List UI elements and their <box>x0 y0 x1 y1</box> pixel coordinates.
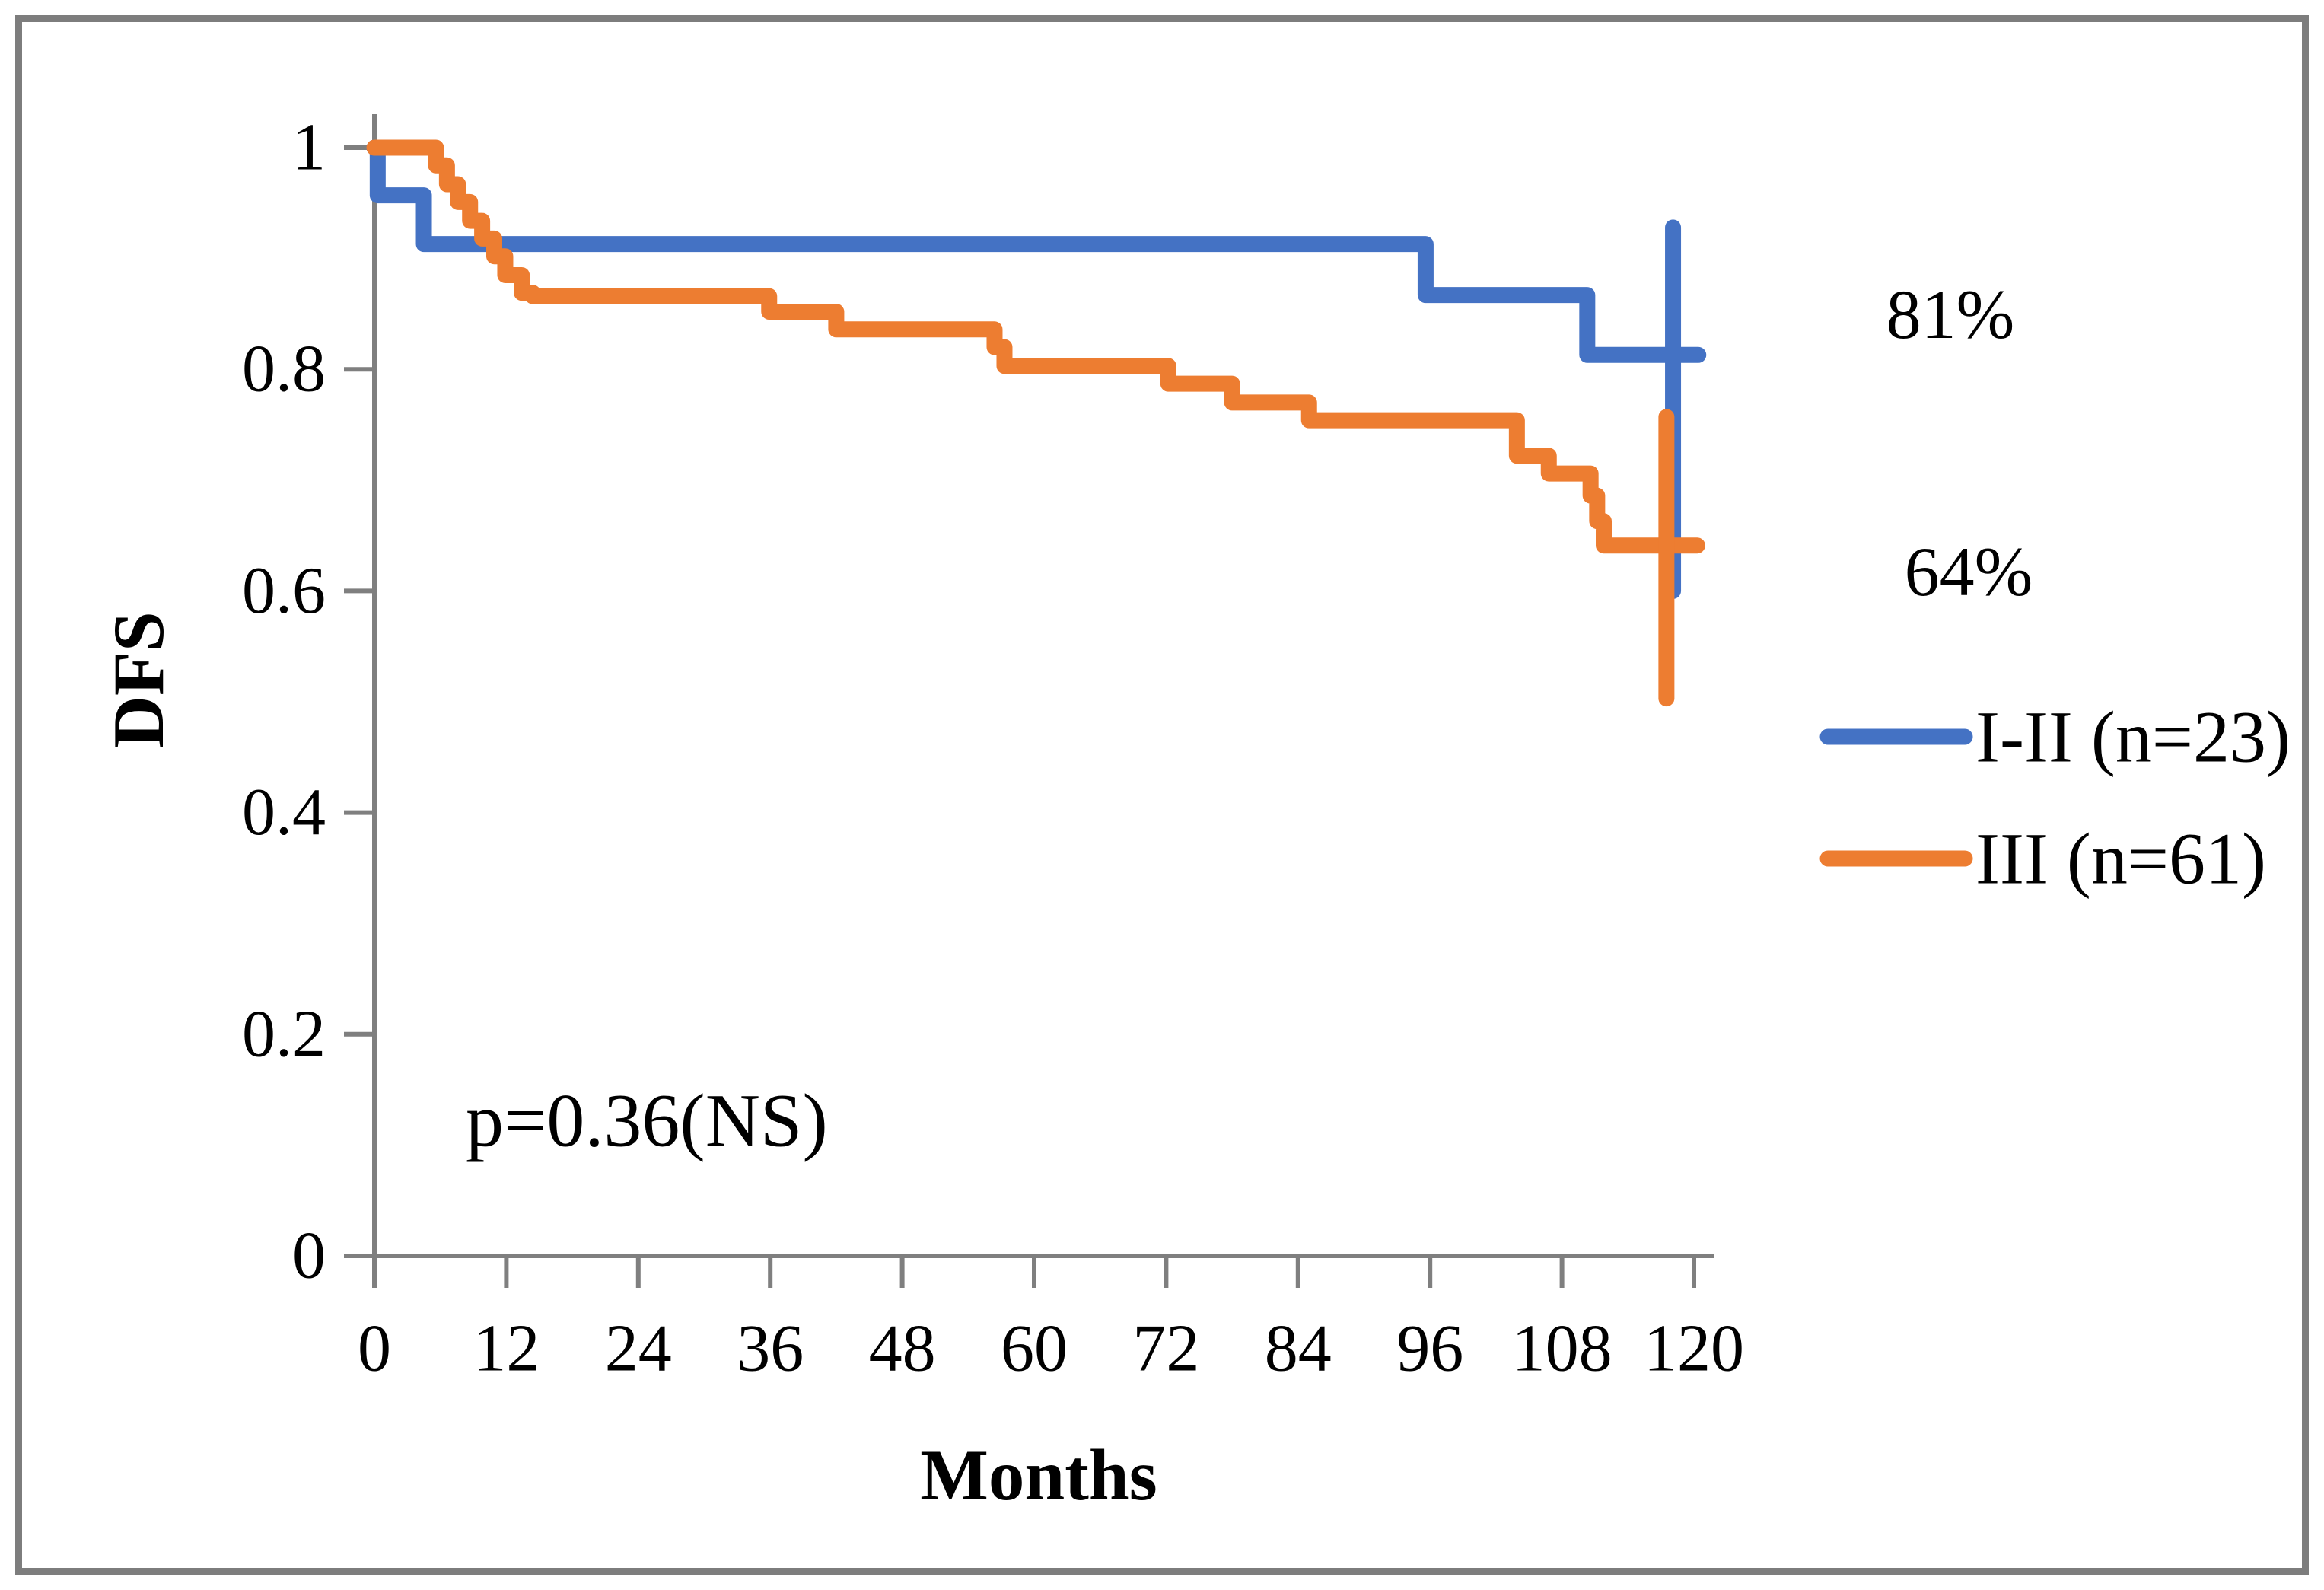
x-tick-label: 60 <box>1001 1312 1068 1386</box>
legend-label-iii: III (n=61) <box>1975 818 2266 900</box>
x-tick-label: 12 <box>473 1312 540 1386</box>
x-tick-label: 0 <box>358 1312 391 1386</box>
figure-border <box>15 15 2309 1575</box>
x-tick-label: 120 <box>1644 1312 1744 1386</box>
x-tick-label: 24 <box>605 1312 672 1386</box>
series-line-iii <box>366 139 1705 554</box>
y-tick-label: 0.2 <box>242 997 326 1071</box>
y-axis-title: DFS <box>98 611 179 747</box>
series-line-i-ii <box>366 139 1707 363</box>
x-tick-label: 72 <box>1132 1312 1199 1386</box>
blue-final-percent-label: 81% <box>1886 276 2015 353</box>
y-tick-label: 0.8 <box>242 333 326 406</box>
x-axis-title: Months <box>920 1435 1157 1515</box>
legend: I-II (n=23) III (n=61) <box>1819 696 2291 900</box>
x-tick-label: 96 <box>1396 1312 1463 1386</box>
x-tick-label: 36 <box>737 1312 804 1386</box>
x-tick-label: 108 <box>1512 1312 1612 1386</box>
x-tick-label: 84 <box>1265 1312 1332 1386</box>
legend-label-i-ii: I-II (n=23) <box>1975 696 2291 778</box>
orange-final-percent-label: 64% <box>1905 533 2033 610</box>
x-tick-label: 48 <box>869 1312 936 1386</box>
y-tick-label: 0.6 <box>242 554 326 628</box>
series-curves <box>366 139 1707 707</box>
y-tick-label: 1 <box>292 111 326 185</box>
axes: 0 0.2 0.4 0.6 0.8 1 0 12 24 36 48 60 72 84 96 108 120 <box>242 111 1744 1386</box>
p-value-annotation: p=0.36(NS) <box>466 1079 828 1163</box>
y-tick-label: 0 <box>292 1219 326 1293</box>
y-tick-label: 0.4 <box>242 776 326 849</box>
